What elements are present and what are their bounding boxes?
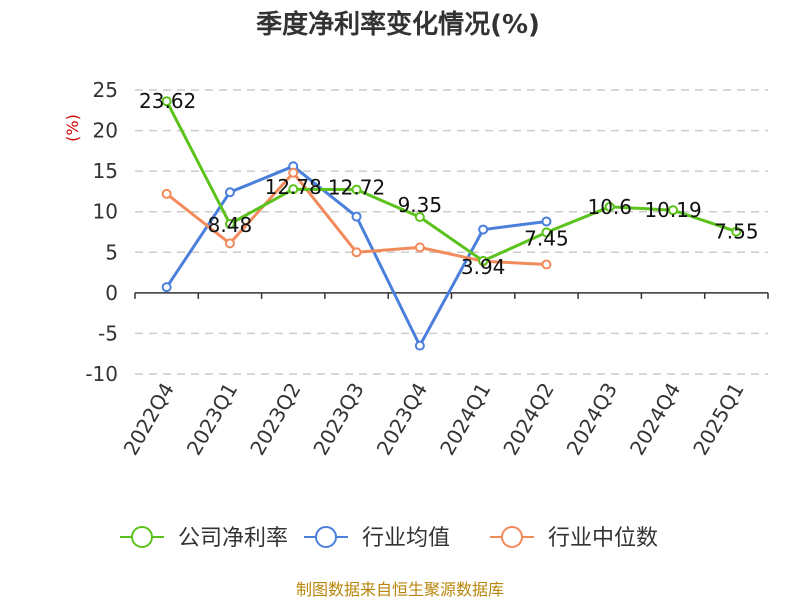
- series-point-0[interactable]: [541, 227, 552, 238]
- x-tick-label: 2023Q1: [182, 379, 242, 460]
- series-point-1[interactable]: [414, 340, 425, 351]
- y-axis-label: (%): [63, 114, 82, 142]
- series-point-1[interactable]: [541, 216, 552, 227]
- series-point-2[interactable]: [541, 259, 552, 270]
- series-point-0[interactable]: [731, 226, 742, 237]
- data-label: 7.55: [714, 220, 759, 244]
- y-tick-label: 10: [93, 200, 118, 224]
- data-label: 12.78: [265, 175, 322, 199]
- x-tick-label: 2022Q4: [119, 379, 179, 460]
- series-point-0[interactable]: [224, 219, 235, 230]
- series-point-1[interactable]: [224, 187, 235, 198]
- legend-label[interactable]: 行业均值: [362, 526, 450, 551]
- x-tick-label: 2024Q1: [435, 379, 495, 460]
- series-point-0[interactable]: [351, 184, 362, 195]
- series-point-0[interactable]: [604, 201, 615, 212]
- series-group: [161, 96, 742, 351]
- chart-title: 季度净利率变化情况(%): [256, 9, 540, 40]
- series-point-2[interactable]: [224, 238, 235, 249]
- y-tick-label: -5: [98, 321, 118, 345]
- data-label: 12.72: [328, 176, 385, 200]
- legend-label[interactable]: 公司净利率: [178, 526, 288, 551]
- series-point-0[interactable]: [478, 255, 489, 266]
- legend[interactable]: 公司净利率 行业均值 行业中位数: [120, 526, 658, 551]
- data-label: 9.35: [398, 193, 443, 217]
- grid-lines: [135, 89, 768, 375]
- series-point-1[interactable]: [351, 211, 362, 222]
- x-tick-label: 2024Q2: [498, 379, 558, 460]
- x-tick-label: 2024Q4: [625, 379, 685, 460]
- series-point-2[interactable]: [351, 247, 362, 258]
- y-tick-label: 20: [93, 119, 118, 143]
- data-label: 10.19: [644, 198, 701, 222]
- y-tick-label: 0: [105, 281, 118, 305]
- data-label: 23.62: [139, 89, 196, 113]
- x-tick-label: 2023Q2: [245, 379, 305, 460]
- series-point-1[interactable]: [161, 282, 172, 293]
- data-label: 7.45: [524, 226, 569, 250]
- series-point-0[interactable]: [288, 184, 299, 195]
- data-labels: 23.62 8.48 12.78 12.72 9.35 3.94 7.45 10.6 10.19…: [139, 89, 759, 279]
- x-tick-label: 2023Q4: [372, 379, 432, 460]
- x-tick-label: 2024Q3: [562, 379, 622, 460]
- y-tick-label: -10: [85, 362, 118, 386]
- legend-marker: [315, 526, 337, 548]
- legend-marker: [501, 526, 523, 548]
- y-tick-label: 25: [93, 78, 118, 102]
- y-tick-label: 15: [93, 159, 118, 183]
- series-point-2[interactable]: [414, 242, 425, 253]
- series-point-1[interactable]: [478, 224, 489, 235]
- legend-marker: [131, 526, 153, 548]
- y-tick-label: 5: [105, 240, 118, 264]
- series-line-0: [165, 100, 737, 263]
- series-point-0[interactable]: [161, 96, 172, 107]
- x-tick-label: 2025Q1: [688, 379, 748, 460]
- series-point-2[interactable]: [161, 188, 172, 199]
- data-label: 8.48: [208, 213, 253, 237]
- legend-label[interactable]: 行业中位数: [548, 526, 658, 551]
- data-label: 3.94: [461, 255, 506, 279]
- x-tick-label: 2023Q3: [308, 379, 368, 460]
- series-point-0[interactable]: [414, 211, 425, 222]
- series-point-0[interactable]: [668, 205, 679, 216]
- series-point-2[interactable]: [288, 167, 299, 178]
- source-footer: 制图数据来自恒生聚源数据库: [296, 580, 504, 599]
- data-label: 10.6: [587, 195, 632, 219]
